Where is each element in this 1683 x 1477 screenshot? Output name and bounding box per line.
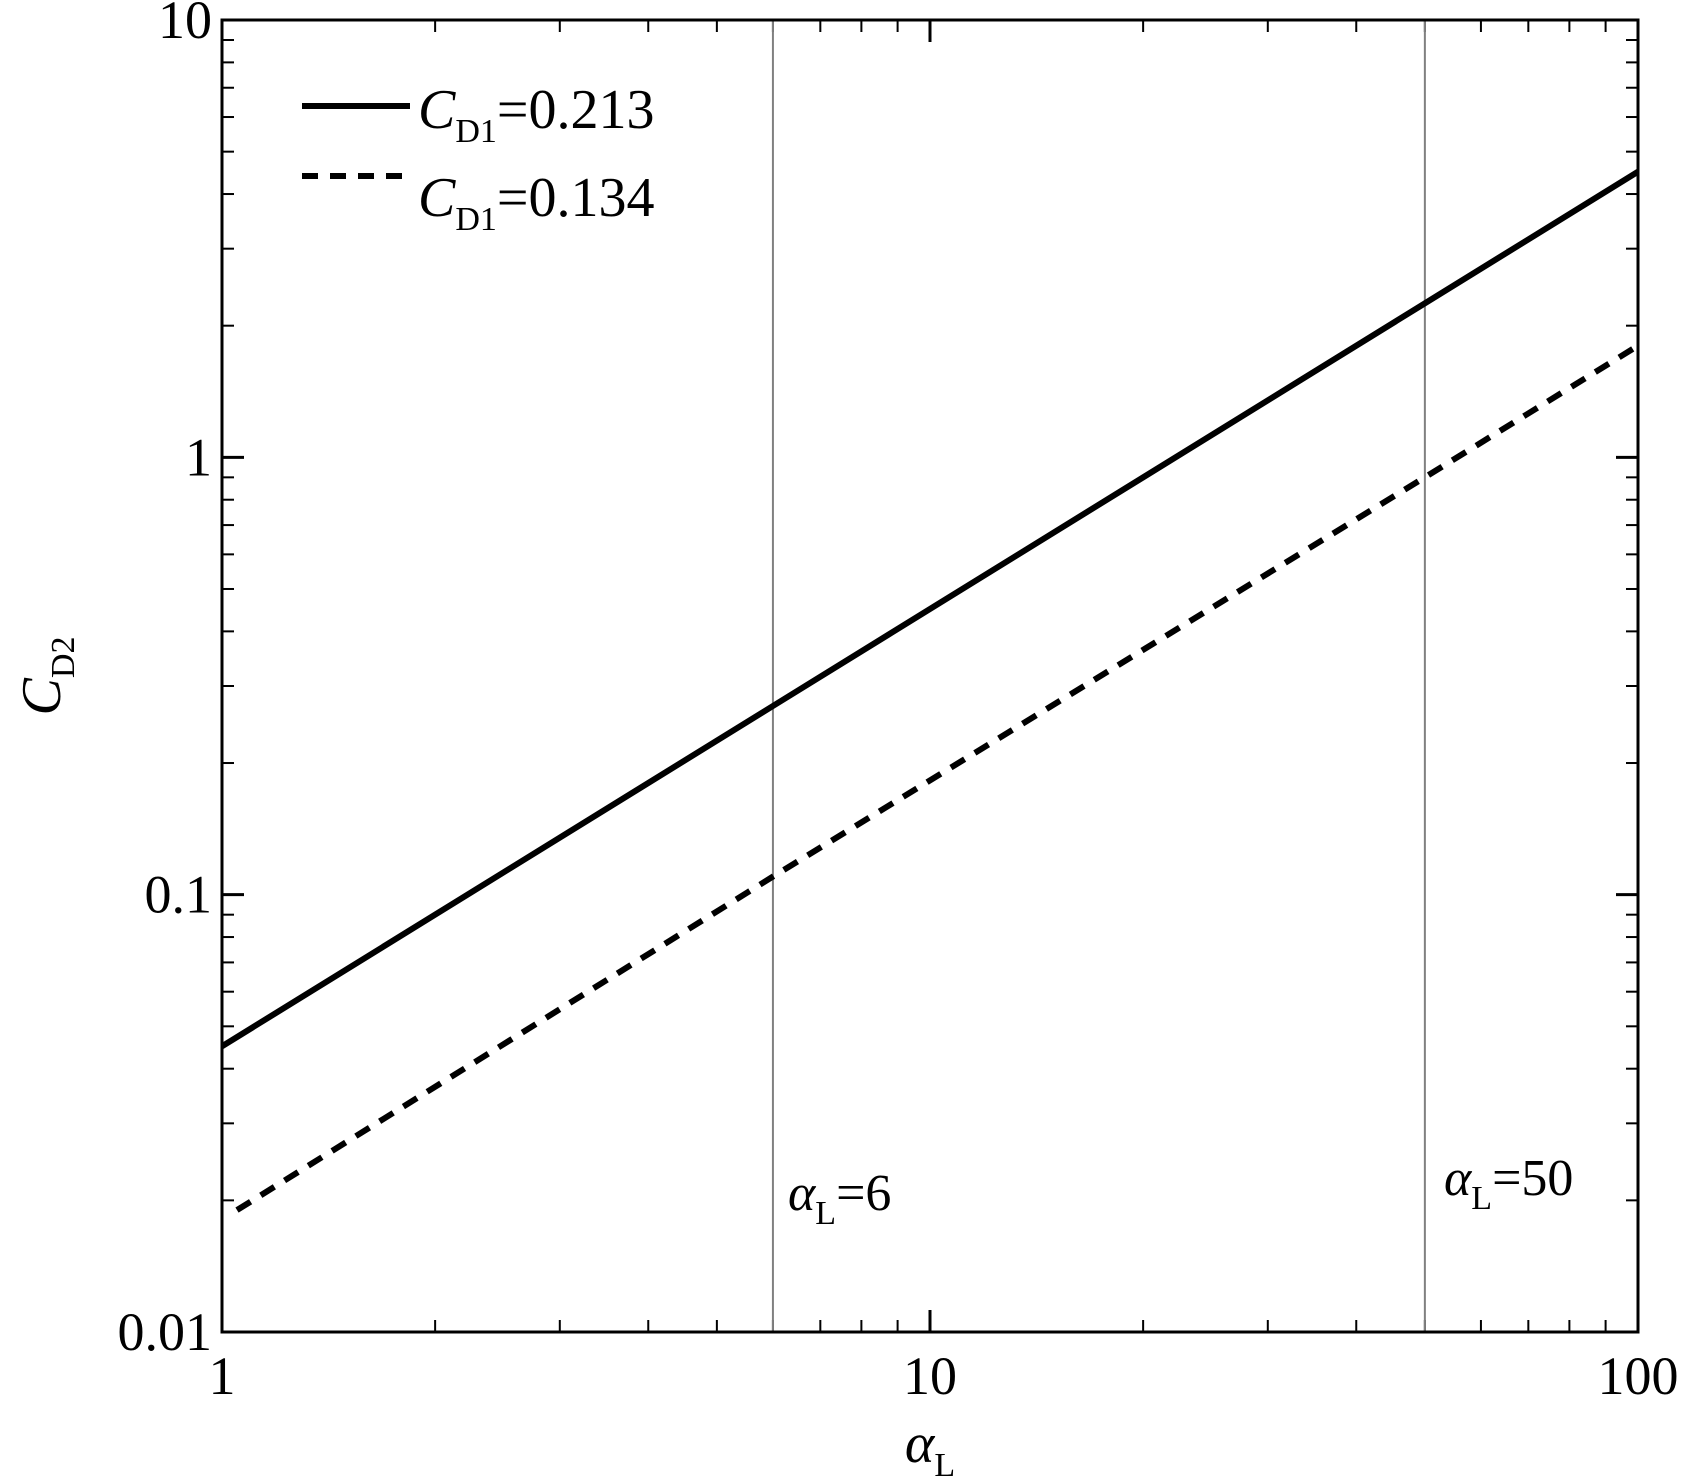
legend-label-solid: CD1=0.213 (418, 79, 655, 150)
plot-frame (220, 18, 1640, 1334)
y-tick-label: 0.1 (145, 865, 213, 925)
series-line-solid (220, 169, 1640, 1049)
series-line-dashed (235, 343, 1640, 1213)
y-tick-label: 0.01 (118, 1302, 213, 1362)
y-tick-label: 10 (158, 0, 212, 50)
x-axis-label: αL (905, 1413, 955, 1477)
y-tick-label: 1 (185, 427, 212, 487)
legend: CD1=0.213 CD1=0.134 (302, 79, 655, 238)
legend-label-dashed: CD1=0.134 (418, 167, 655, 238)
x-tick-label: 10 (903, 1346, 957, 1406)
x-tick-label: 100 (1598, 1346, 1679, 1406)
y-axis-label: CD2 (11, 637, 82, 716)
vline-label-6: αL=6 (788, 1165, 891, 1232)
vline-label-50: αL=50 (1444, 1150, 1573, 1217)
x-tick-label: 1 (209, 1346, 236, 1406)
